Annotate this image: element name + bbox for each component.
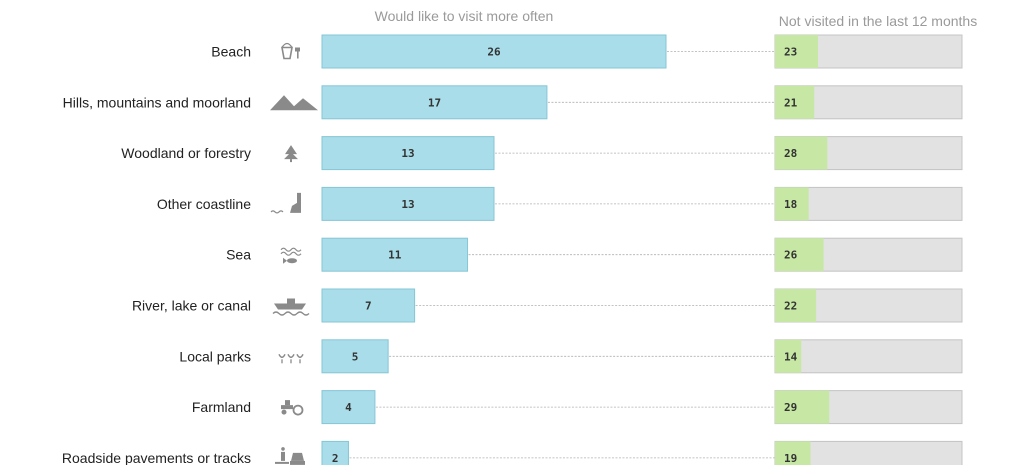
left-bar-value: 26 <box>487 46 501 59</box>
mountains-icon <box>270 95 318 111</box>
right-bar-value: 23 <box>784 46 797 59</box>
right-bar <box>775 136 828 170</box>
category-label: Roadside pavements or tracks <box>62 450 251 465</box>
waves-fish-icon <box>280 247 302 264</box>
flowers-icon <box>278 353 304 364</box>
right-bar <box>775 441 811 465</box>
left-bar <box>321 34 667 69</box>
chart-row: River, lake or canal 7 22 <box>132 288 963 323</box>
right-bar <box>775 390 830 424</box>
chart-row: Hills, mountains and moorland 17 21 <box>63 85 963 120</box>
category-label: Sea <box>226 247 251 263</box>
chart-row: Local parks 5 14 <box>179 339 963 374</box>
cliff-coast-icon <box>270 192 301 214</box>
right-bar-value: 28 <box>784 147 797 160</box>
left-bar-value: 7 <box>365 300 372 313</box>
right-bar <box>775 35 819 68</box>
left-bar <box>321 85 548 120</box>
chart-row: Other coastline 13 18 <box>157 186 963 221</box>
chart-row: Woodland or forestry 13 28 <box>121 136 963 171</box>
chart-row: Beach 26 23 <box>211 34 963 69</box>
bucket-spade-icon <box>281 42 300 60</box>
right-bar-value: 26 <box>784 249 798 262</box>
left-bar-value: 2 <box>332 452 339 465</box>
category-label: Woodland or forestry <box>121 145 251 161</box>
left-bar <box>321 136 495 171</box>
right-bar-value: 14 <box>784 350 798 363</box>
boat-on-water-icon <box>272 298 310 316</box>
right-bar-value: 18 <box>784 198 797 211</box>
left-bar <box>321 390 376 425</box>
category-label: Other coastline <box>157 196 251 212</box>
left-bar <box>321 237 469 272</box>
chart-row: Roadside pavements or tracks 2 19 <box>62 440 963 465</box>
left-bar <box>321 440 349 465</box>
left-bar-value: 5 <box>352 350 359 363</box>
chart-row: Farmland 4 29 <box>192 390 963 425</box>
right-bar-value: 29 <box>784 401 797 414</box>
right-bar <box>775 187 809 221</box>
left-bar-value: 17 <box>428 96 441 109</box>
right-bar <box>775 85 815 119</box>
right-header: Not visited in the last 12 months <box>779 13 977 29</box>
left-bar <box>321 339 389 374</box>
pedestrian-car-icon <box>275 447 305 465</box>
right-bar <box>775 289 817 322</box>
category-label: River, lake or canal <box>132 298 251 314</box>
right-bar <box>775 339 802 373</box>
chart-row: Sea 11 26 <box>226 237 963 272</box>
left-bar <box>321 288 416 323</box>
right-bar-value: 21 <box>784 96 798 109</box>
category-label: Hills, mountains and moorland <box>63 94 251 110</box>
category-label: Local parks <box>179 348 251 364</box>
category-label: Beach <box>211 44 251 60</box>
right-bar-value: 22 <box>784 300 797 313</box>
tree-icon <box>284 145 298 163</box>
left-bar-value: 4 <box>345 401 352 414</box>
right-track <box>774 339 963 374</box>
left-bar-value: 13 <box>401 198 414 211</box>
chart-rows: Beach 26 23 Hills, mountains and moorland 17… <box>62 34 963 465</box>
left-bar-value: 13 <box>401 147 414 160</box>
category-label: Farmland <box>192 399 251 415</box>
right-bar <box>775 238 824 272</box>
tractor-icon <box>281 400 304 416</box>
left-bar <box>321 186 495 221</box>
left-header: Would like to visit more often <box>375 8 554 24</box>
left-bar-value: 11 <box>388 249 402 262</box>
right-bar-value: 19 <box>784 452 797 465</box>
